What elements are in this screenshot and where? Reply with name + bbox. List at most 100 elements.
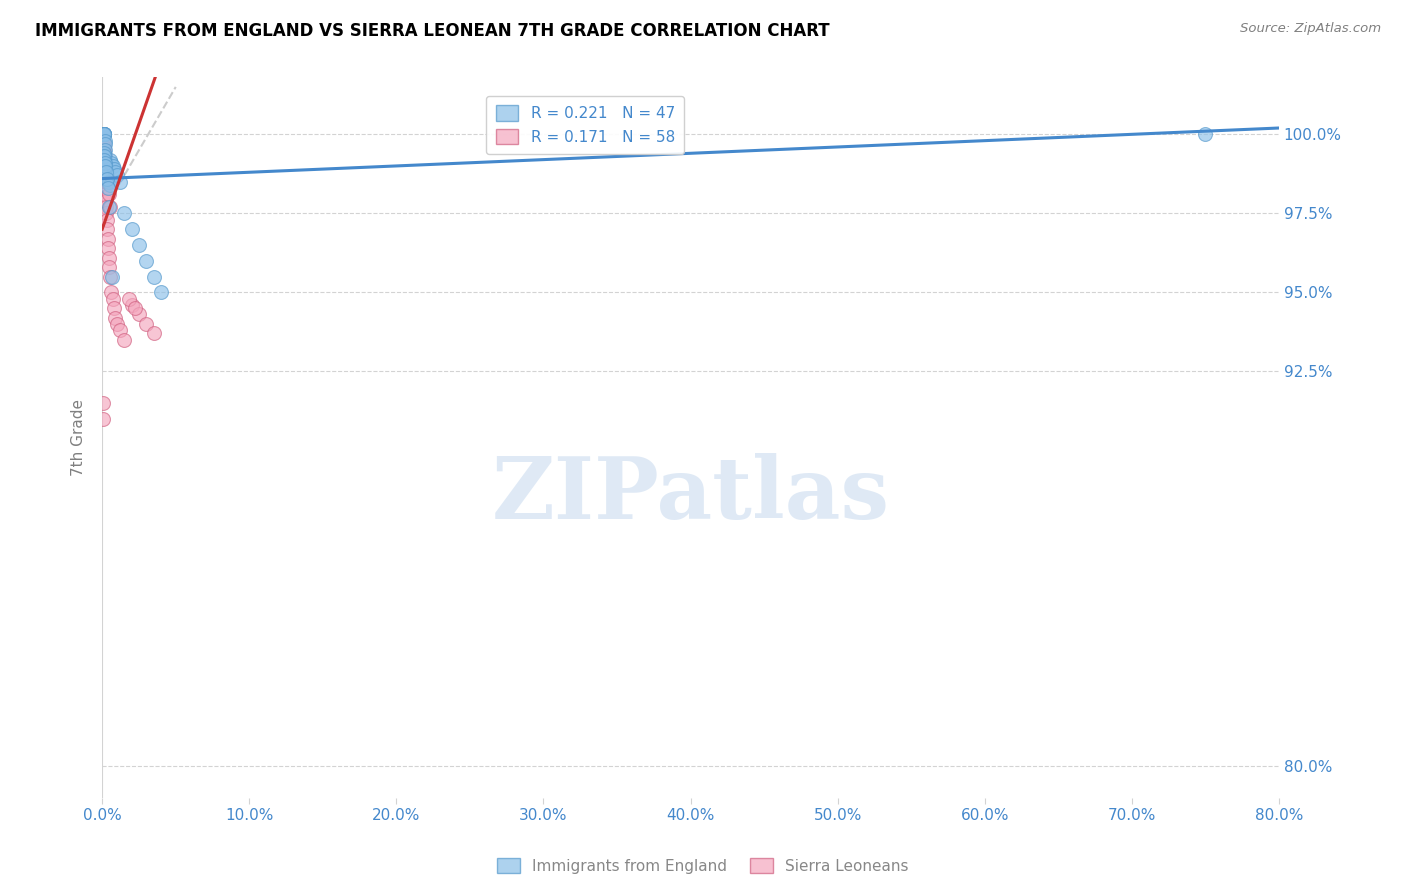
Point [94, 159, 117, 173]
Point [97, 241, 120, 255]
Point [91, 128, 114, 142]
Point [91, 128, 114, 142]
Point [100, 269, 122, 284]
Point [98, 200, 121, 214]
Point [100, 285, 122, 300]
Point [93, 153, 115, 167]
Point [94, 143, 117, 157]
Text: ZIPatlas: ZIPatlas [492, 453, 890, 537]
Point [94, 153, 117, 167]
Point [150, 285, 173, 300]
Point [98, 200, 121, 214]
Point [128, 238, 150, 252]
Point [93, 165, 115, 179]
Legend: Immigrants from England, Sierra Leoneans: Immigrants from England, Sierra Leoneans [491, 852, 915, 880]
Point [121, 298, 143, 312]
Point [96, 169, 118, 183]
Point [93, 128, 115, 142]
Point [93, 134, 115, 148]
Point [101, 292, 124, 306]
Text: Source: ZipAtlas.com: Source: ZipAtlas.com [1240, 22, 1381, 36]
Point [93, 128, 115, 142]
Point [94, 181, 117, 195]
Point [94, 194, 117, 208]
Point [91, 128, 114, 142]
Point [93, 140, 115, 154]
Point [93, 128, 115, 142]
Point [96, 162, 118, 177]
Point [142, 326, 165, 341]
Point [93, 149, 115, 163]
Point [94, 175, 117, 189]
Point [103, 162, 125, 177]
Point [91, 136, 114, 151]
Point [128, 308, 150, 322]
Point [121, 222, 143, 236]
Point [135, 253, 157, 268]
Text: IMMIGRANTS FROM ENGLAND VS SIERRA LEONEAN 7TH GRADE CORRELATION CHART: IMMIGRANTS FROM ENGLAND VS SIERRA LEONEA… [35, 22, 830, 40]
Point [93, 169, 115, 183]
Point [124, 301, 146, 315]
Point [91, 411, 114, 425]
Point [98, 269, 121, 284]
Point [93, 159, 115, 173]
Point [94, 155, 117, 169]
Point [104, 310, 127, 325]
Point [97, 171, 120, 186]
Point [96, 206, 118, 220]
Point [93, 149, 115, 163]
Point [91, 134, 114, 148]
Point [93, 128, 115, 142]
Point [93, 149, 115, 163]
Point [94, 149, 117, 163]
Point [93, 162, 115, 177]
Point [97, 181, 120, 195]
Point [96, 212, 118, 227]
Point [1194, 128, 1216, 142]
Point [96, 222, 118, 236]
Point [94, 153, 117, 167]
Point [103, 301, 125, 315]
Point [112, 333, 135, 347]
Point [93, 136, 115, 151]
Point [93, 128, 115, 142]
Point [91, 134, 114, 148]
Point [91, 130, 114, 145]
Point [91, 396, 114, 410]
Point [112, 206, 135, 220]
Point [105, 169, 128, 183]
Point [94, 165, 117, 179]
Point [93, 128, 115, 142]
Point [108, 175, 131, 189]
Point [98, 260, 121, 274]
Point [105, 317, 128, 331]
Point [94, 200, 117, 214]
Point [93, 146, 115, 161]
Point [98, 153, 121, 167]
Point [93, 128, 115, 142]
Point [94, 159, 117, 173]
Point [98, 178, 121, 192]
Point [94, 162, 117, 177]
Point [93, 155, 115, 169]
Point [94, 178, 117, 192]
Point [97, 175, 120, 189]
Point [93, 128, 115, 142]
Point [91, 130, 114, 145]
Point [96, 175, 118, 189]
Point [96, 232, 118, 246]
Legend: R = 0.221   N = 47, R = 0.171   N = 58: R = 0.221 N = 47, R = 0.171 N = 58 [486, 95, 685, 153]
Point [96, 171, 118, 186]
Point [94, 187, 117, 202]
Point [93, 153, 115, 167]
Point [101, 159, 124, 173]
Point [93, 136, 115, 151]
Point [118, 292, 141, 306]
Point [97, 187, 120, 202]
Point [135, 317, 157, 331]
Point [93, 146, 115, 161]
Point [97, 251, 120, 265]
Point [142, 269, 165, 284]
Point [94, 155, 117, 169]
Point [96, 169, 118, 183]
